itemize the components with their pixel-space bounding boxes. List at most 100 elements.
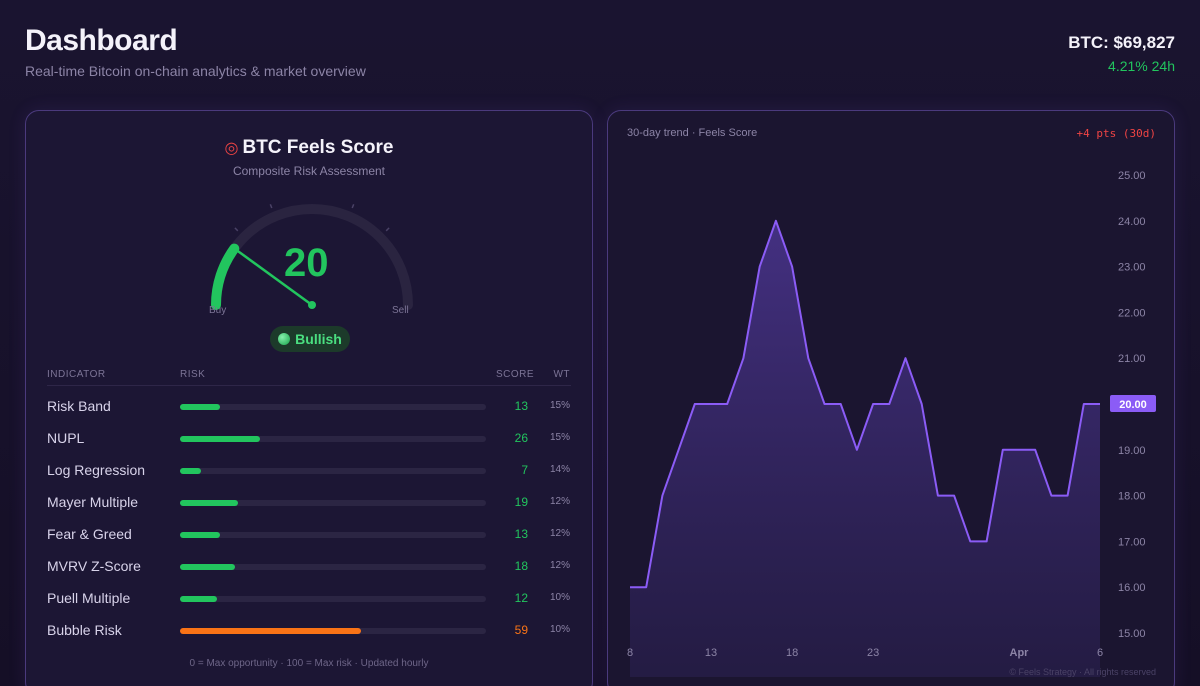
score-subtitle: Composite Risk Assessment xyxy=(232,164,386,178)
trend-chart: 15.00 16.00 17.00 18.00 19.00 20.00 21.00 22.00… xyxy=(627,170,1156,678)
risk-bar-fill xyxy=(180,404,220,410)
risk-bar-fill xyxy=(180,532,220,538)
table-row: Log Regression 7 14% xyxy=(26,458,592,490)
indicator-weight: 15% xyxy=(549,400,570,411)
indicator-score: 13 xyxy=(514,399,528,413)
feels-score-card: ◎ BTC Feels Score Composite Risk Assessme… xyxy=(25,110,593,686)
x-tick-label: Apr xyxy=(1010,647,1030,659)
y-tick-label: 21.00 xyxy=(1118,353,1146,365)
indicator-weight: 15% xyxy=(549,432,570,443)
indicator-weight: 10% xyxy=(549,592,570,603)
gauge-sell-label: Sell xyxy=(392,305,409,316)
risk-bar-fill xyxy=(180,500,239,506)
risk-bar-track xyxy=(180,628,486,634)
gauge-tick xyxy=(351,204,355,209)
indicator-score: 7 xyxy=(521,463,528,477)
status-badge: Bullish xyxy=(270,326,350,352)
indicator-name: Puell Multiple xyxy=(47,590,131,606)
y-tick-label: 15.00 xyxy=(1118,628,1146,640)
current-value-badge xyxy=(1110,395,1156,412)
risk-bar-track xyxy=(180,468,486,474)
indicator-weight: 12% xyxy=(549,496,570,507)
indicator-score: 26 xyxy=(514,431,528,445)
risk-bar-fill xyxy=(180,564,236,570)
table-row: Fear & Greed 13 12% xyxy=(26,522,592,554)
gauge-tick xyxy=(269,204,273,209)
indicator-score: 59 xyxy=(514,623,528,637)
btc-change: 4.21% 24h xyxy=(1108,58,1175,74)
page-subtitle: Real-time Bitcoin on-chain analytics & m… xyxy=(25,63,366,79)
indicator-name: NUPL xyxy=(47,430,85,446)
x-tick-label: 13 xyxy=(705,647,717,659)
col-header-wt: WT xyxy=(553,369,570,380)
indicator-weight: 12% xyxy=(549,528,570,539)
page-title: Dashboard xyxy=(25,24,178,57)
x-tick-label: 18 xyxy=(786,647,798,659)
risk-bar-fill xyxy=(180,628,361,634)
indicator-name: Log Regression xyxy=(47,462,146,478)
risk-bar-track xyxy=(180,500,486,506)
gauge-tick xyxy=(234,227,239,232)
risk-bar-fill xyxy=(180,468,202,474)
indicator-name: Mayer Multiple xyxy=(47,494,139,510)
indicator-name: Bubble Risk xyxy=(47,622,122,638)
risk-bar-track xyxy=(180,436,486,442)
y-tick-label: 19.00 xyxy=(1118,445,1146,457)
y-tick-label: 22.00 xyxy=(1118,307,1146,319)
indicator-weight: 12% xyxy=(549,560,570,571)
col-header-risk: RISK xyxy=(180,369,206,380)
indicator-score: 12 xyxy=(514,591,528,605)
trend-area xyxy=(630,220,1100,678)
gauge-tick xyxy=(385,227,390,232)
risk-bar-fill xyxy=(180,436,260,442)
col-header-indicator: INDICATOR xyxy=(47,369,106,380)
gauge-pivot xyxy=(308,301,316,309)
y-tick-label: 25.00 xyxy=(1118,170,1146,182)
risk-bar-fill xyxy=(180,596,217,602)
y-tick-label: 17.00 xyxy=(1118,536,1146,548)
scale-footnote: 0 = Max opportunity · 100 = Max risk · U… xyxy=(189,658,429,669)
trend-card: 15.00 16.00 17.00 18.00 19.00 20.00 21.00 22.00… xyxy=(607,110,1175,686)
gauge-ticks xyxy=(234,204,390,232)
indicator-name: Risk Band xyxy=(47,398,111,414)
y-tick-label: 18.00 xyxy=(1118,491,1146,503)
trend-line xyxy=(630,219,1100,589)
y-tick-label: 16.00 xyxy=(1118,582,1146,594)
indicator-score: 13 xyxy=(514,527,528,541)
status-dot-icon xyxy=(278,333,291,345)
current-value-label: 20.00 xyxy=(1119,399,1147,411)
trend-delta: +4 pts (30d) xyxy=(1076,127,1156,140)
gauge-fill xyxy=(211,243,240,310)
gauge-needle xyxy=(235,248,313,307)
status-label: Bullish xyxy=(295,331,342,347)
x-tick-label: 8 xyxy=(627,647,633,659)
x-tick-label: 23 xyxy=(867,647,879,659)
y-tick-label: 24.00 xyxy=(1118,216,1146,228)
risk-gauge xyxy=(211,204,413,310)
risk-bar-track xyxy=(180,404,486,410)
trend-label: 30-day trend · Feels Score xyxy=(627,127,758,139)
copyright-text: © Feels Strategy · All rights reserved xyxy=(1009,667,1156,677)
target-icon: ◎ xyxy=(224,140,239,157)
table-divider xyxy=(47,385,571,386)
y-tick-label: 23.00 xyxy=(1118,262,1146,274)
table-row: Risk Band 13 15% xyxy=(26,394,592,426)
col-header-score: SCORE xyxy=(495,369,534,380)
gauge-value: 20 xyxy=(284,241,329,285)
score-title-text: BTC Feels Score xyxy=(242,137,394,158)
table-row: MVRV Z-Score 18 12% xyxy=(26,554,592,586)
indicator-score: 18 xyxy=(514,559,528,573)
risk-bar-track xyxy=(180,596,486,602)
table-row: Mayer Multiple 19 12% xyxy=(26,490,592,522)
score-title: ◎ BTC Feels Score xyxy=(26,137,592,159)
indicator-weight: 10% xyxy=(549,624,570,635)
indicator-name: MVRV Z-Score xyxy=(47,558,141,574)
indicator-name: Fear & Greed xyxy=(47,526,132,542)
risk-bar-track xyxy=(180,564,486,570)
btc-price: BTC: $69,827 xyxy=(1068,33,1175,52)
table-row: NUPL 26 15% xyxy=(26,426,592,458)
table-row: Bubble Risk 59 10% xyxy=(26,618,592,650)
indicator-weight: 14% xyxy=(549,464,570,475)
indicator-score: 19 xyxy=(514,495,528,509)
gauge-buy-label: Buy xyxy=(209,305,227,316)
